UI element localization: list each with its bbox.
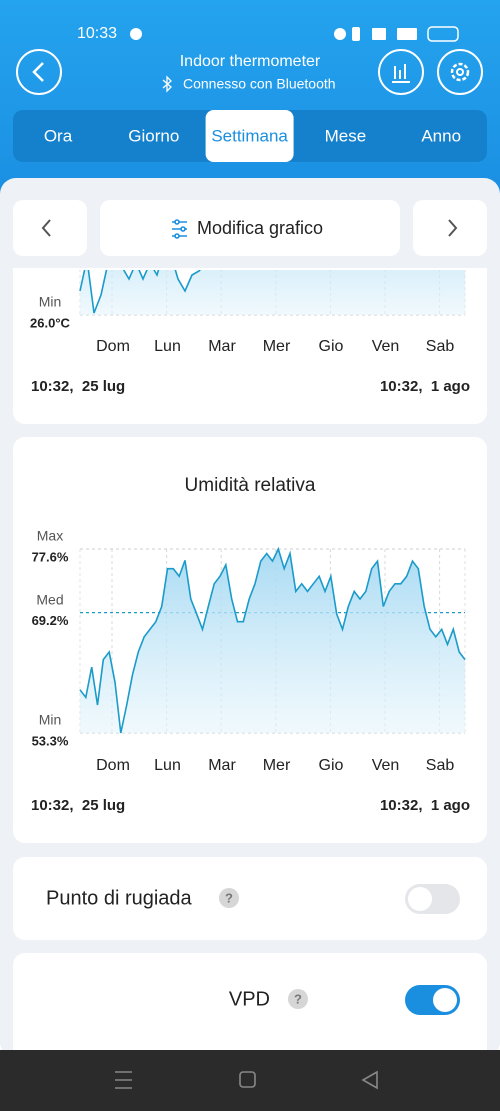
back-key[interactable] (361, 1070, 378, 1090)
y-tick-caption: Med (36, 591, 63, 607)
x-tick-label: Mar (208, 338, 236, 355)
toggle-label: VPD (229, 988, 270, 1010)
toggle-label: Punto di rugiada (46, 887, 193, 909)
edit-icon (172, 219, 187, 239)
line-area (80, 549, 465, 733)
y-tick-label: 26.0°C (30, 315, 71, 330)
header-title: Indoor thermometer (180, 53, 321, 70)
chart (79, 546, 466, 734)
chart-button[interactable] (378, 49, 424, 95)
settings-icon-core (456, 68, 464, 76)
tab-label[interactable]: Mese (325, 126, 367, 145)
edit-chart-button[interactable] (100, 200, 400, 256)
back-button[interactable] (16, 49, 62, 95)
line-series (79, 546, 466, 734)
tab-selected[interactable] (205, 110, 294, 162)
y-tick-caption: Min (39, 294, 62, 310)
settings-icon (450, 62, 470, 82)
status-icon (130, 28, 142, 40)
home-key[interactable] (239, 1071, 256, 1088)
prev-icon (41, 219, 51, 237)
end-label: 10:32, 1 ago (380, 378, 470, 395)
y-tick-label: 77.6% (32, 549, 69, 564)
prev-button[interactable] (13, 200, 87, 256)
settings-button[interactable] (437, 49, 483, 95)
tab-label[interactable]: Ora (44, 126, 73, 145)
x-tick-label: Mer (263, 757, 291, 774)
x-tick-label: Sab (426, 757, 455, 774)
chart-icon (392, 64, 410, 83)
y-tick-caption: Max (37, 528, 63, 544)
status-icons (334, 26, 459, 42)
y-tick-label: 53.3% (32, 733, 69, 748)
help-icon[interactable] (288, 989, 308, 1009)
chart (79, 270, 466, 316)
x-tick-label: Ven (372, 338, 400, 355)
x-tick-label: Dom (96, 757, 130, 774)
header-subtitle: Connesso con Bluetooth (183, 76, 336, 92)
card (13, 953, 487, 1063)
chart-title: Umidità relativa (185, 475, 316, 496)
next-button[interactable] (413, 200, 487, 256)
y-tick-label: 69.2% (32, 613, 69, 628)
x-tick-label: Lun (154, 338, 181, 355)
x-tick-label: Gio (319, 757, 344, 774)
toggle-knob (408, 887, 432, 911)
line-area (80, 270, 465, 315)
status-time: 10:33 (77, 25, 117, 42)
help-icon[interactable] (219, 888, 239, 908)
card (13, 857, 487, 940)
line-series (79, 270, 201, 314)
start-label: 10:32, 25 lug (31, 797, 125, 814)
x-tick-label: Sab (426, 338, 455, 355)
tab-label[interactable]: Giorno (128, 126, 179, 145)
edit-chart-label: Modifica grafico (197, 218, 323, 238)
x-tick-label: Ven (372, 757, 400, 774)
y-tick-caption: Min (39, 712, 62, 728)
next-icon (448, 219, 458, 237)
header-bg (0, 0, 500, 200)
tab-label[interactable]: Anno (421, 126, 461, 145)
x-tick-label: Mar (208, 757, 236, 774)
help-text: ? (225, 890, 233, 905)
x-tick-label: Dom (96, 338, 130, 355)
end-label: 10:32, 1 ago (380, 797, 470, 814)
x-tick-label: Gio (319, 338, 344, 355)
tab-label[interactable]: Settimana (211, 126, 288, 145)
system-nav-bar (0, 1050, 500, 1111)
x-tick-label: Mer (263, 338, 291, 355)
bluetooth-icon (162, 75, 172, 93)
start-label: 10:32, 25 lug (31, 378, 125, 395)
menu-key[interactable] (115, 1071, 132, 1089)
back-icon (32, 62, 44, 82)
toggle-knob (433, 988, 457, 1012)
help-text: ? (294, 991, 302, 1006)
x-tick-label: Lun (154, 757, 181, 774)
